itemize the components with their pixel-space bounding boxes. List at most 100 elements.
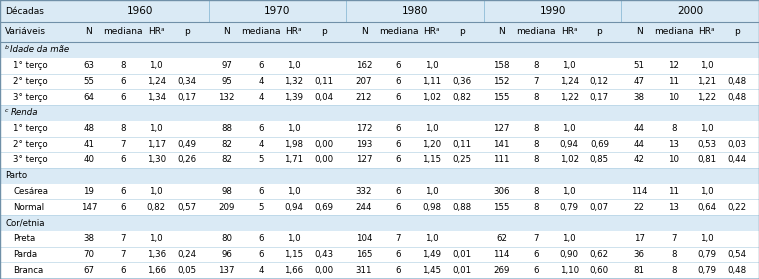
Text: 36: 36 <box>634 250 645 259</box>
Bar <box>0 89 759 105</box>
Text: 1,0: 1,0 <box>562 124 576 133</box>
Text: 269: 269 <box>493 266 510 275</box>
Text: 81: 81 <box>634 266 645 275</box>
Bar <box>0 105 759 121</box>
Text: 0,01: 0,01 <box>452 250 471 259</box>
Text: 0,36: 0,36 <box>452 77 471 86</box>
Text: Idade da mãe: Idade da mãe <box>11 45 70 54</box>
Text: p: p <box>321 28 327 37</box>
Text: 0,90: 0,90 <box>559 250 578 259</box>
Text: 4: 4 <box>258 93 263 102</box>
Text: 0,43: 0,43 <box>315 250 334 259</box>
Text: 1,0: 1,0 <box>425 187 439 196</box>
Text: 0,62: 0,62 <box>590 250 609 259</box>
Text: p: p <box>184 28 190 37</box>
Text: p: p <box>734 28 740 37</box>
Bar <box>0 247 759 262</box>
Text: 10: 10 <box>668 93 679 102</box>
Text: 6: 6 <box>534 266 539 275</box>
Text: 0,12: 0,12 <box>590 77 609 86</box>
Bar <box>0 199 759 215</box>
Text: 1,98: 1,98 <box>285 140 304 149</box>
Text: 0,00: 0,00 <box>315 266 334 275</box>
Bar <box>0 152 759 168</box>
Text: N: N <box>86 28 93 37</box>
Text: 0,11: 0,11 <box>315 77 334 86</box>
Text: 10: 10 <box>668 155 679 165</box>
Text: 141: 141 <box>493 140 510 149</box>
Text: 1,02: 1,02 <box>559 155 578 165</box>
Text: 1,22: 1,22 <box>698 93 716 102</box>
Text: 1,0: 1,0 <box>287 61 301 70</box>
Text: 0,11: 0,11 <box>452 140 471 149</box>
Text: 6: 6 <box>121 187 126 196</box>
Text: 132: 132 <box>219 93 235 102</box>
Text: 3° terço: 3° terço <box>13 93 48 102</box>
Text: 1,02: 1,02 <box>422 93 441 102</box>
Text: 0,49: 0,49 <box>177 140 196 149</box>
Bar <box>0 215 759 231</box>
Text: 0,24: 0,24 <box>177 250 196 259</box>
Text: 2° terço: 2° terço <box>13 77 48 86</box>
Text: 104: 104 <box>356 234 373 243</box>
Text: mediana: mediana <box>103 28 143 37</box>
Text: 1,24: 1,24 <box>559 77 578 86</box>
Text: 1,0: 1,0 <box>425 61 439 70</box>
Text: 0,98: 0,98 <box>422 203 441 212</box>
Text: Variáveis: Variáveis <box>5 28 46 37</box>
Text: 96: 96 <box>221 250 232 259</box>
Text: 0,94: 0,94 <box>559 140 578 149</box>
Text: 0,48: 0,48 <box>727 266 747 275</box>
Text: 19: 19 <box>83 187 94 196</box>
Text: 6: 6 <box>121 93 126 102</box>
Text: 1,71: 1,71 <box>285 155 304 165</box>
Text: 8: 8 <box>534 61 539 70</box>
Text: 1,0: 1,0 <box>562 61 576 70</box>
Text: 88: 88 <box>221 124 232 133</box>
Text: 1,0: 1,0 <box>700 61 713 70</box>
Text: 147: 147 <box>80 203 97 212</box>
Text: 4: 4 <box>258 140 263 149</box>
Text: 209: 209 <box>219 203 235 212</box>
Text: 8: 8 <box>534 155 539 165</box>
Text: 2° terço: 2° terço <box>13 140 48 149</box>
Text: 8: 8 <box>671 124 676 133</box>
Text: 0,25: 0,25 <box>452 155 471 165</box>
Text: 11: 11 <box>668 77 679 86</box>
Text: 8: 8 <box>121 124 126 133</box>
Text: 0,82: 0,82 <box>146 203 166 212</box>
Text: 0,57: 0,57 <box>177 203 196 212</box>
Text: 1,66: 1,66 <box>285 266 304 275</box>
Text: 1990: 1990 <box>540 6 565 16</box>
Text: HRᵃ: HRᵃ <box>698 28 715 37</box>
Text: 244: 244 <box>356 203 373 212</box>
Text: 6: 6 <box>395 187 402 196</box>
Text: 6: 6 <box>395 203 402 212</box>
Text: 0,04: 0,04 <box>315 93 334 102</box>
Text: HRᵃ: HRᵃ <box>561 28 578 37</box>
Text: 1,0: 1,0 <box>287 187 301 196</box>
Text: 332: 332 <box>356 187 373 196</box>
Text: 82: 82 <box>221 140 232 149</box>
Text: 1,24: 1,24 <box>146 77 166 86</box>
Text: 4: 4 <box>258 266 263 275</box>
Bar <box>0 22 759 42</box>
Text: 80: 80 <box>221 234 232 243</box>
Text: 6: 6 <box>395 61 402 70</box>
Text: 6: 6 <box>121 155 126 165</box>
Text: N: N <box>361 28 367 37</box>
Text: 64: 64 <box>83 93 94 102</box>
Text: 5: 5 <box>258 203 263 212</box>
Text: 7: 7 <box>395 234 402 243</box>
Text: 0,05: 0,05 <box>177 266 196 275</box>
Text: 7: 7 <box>121 250 126 259</box>
Text: 42: 42 <box>634 155 645 165</box>
Text: 155: 155 <box>493 93 510 102</box>
Text: 6: 6 <box>395 77 402 86</box>
Text: 47: 47 <box>634 77 645 86</box>
Text: 111: 111 <box>493 155 510 165</box>
Bar <box>0 42 759 58</box>
Text: 0,54: 0,54 <box>727 250 747 259</box>
Text: 0,79: 0,79 <box>559 203 578 212</box>
Text: 1960: 1960 <box>127 6 153 16</box>
